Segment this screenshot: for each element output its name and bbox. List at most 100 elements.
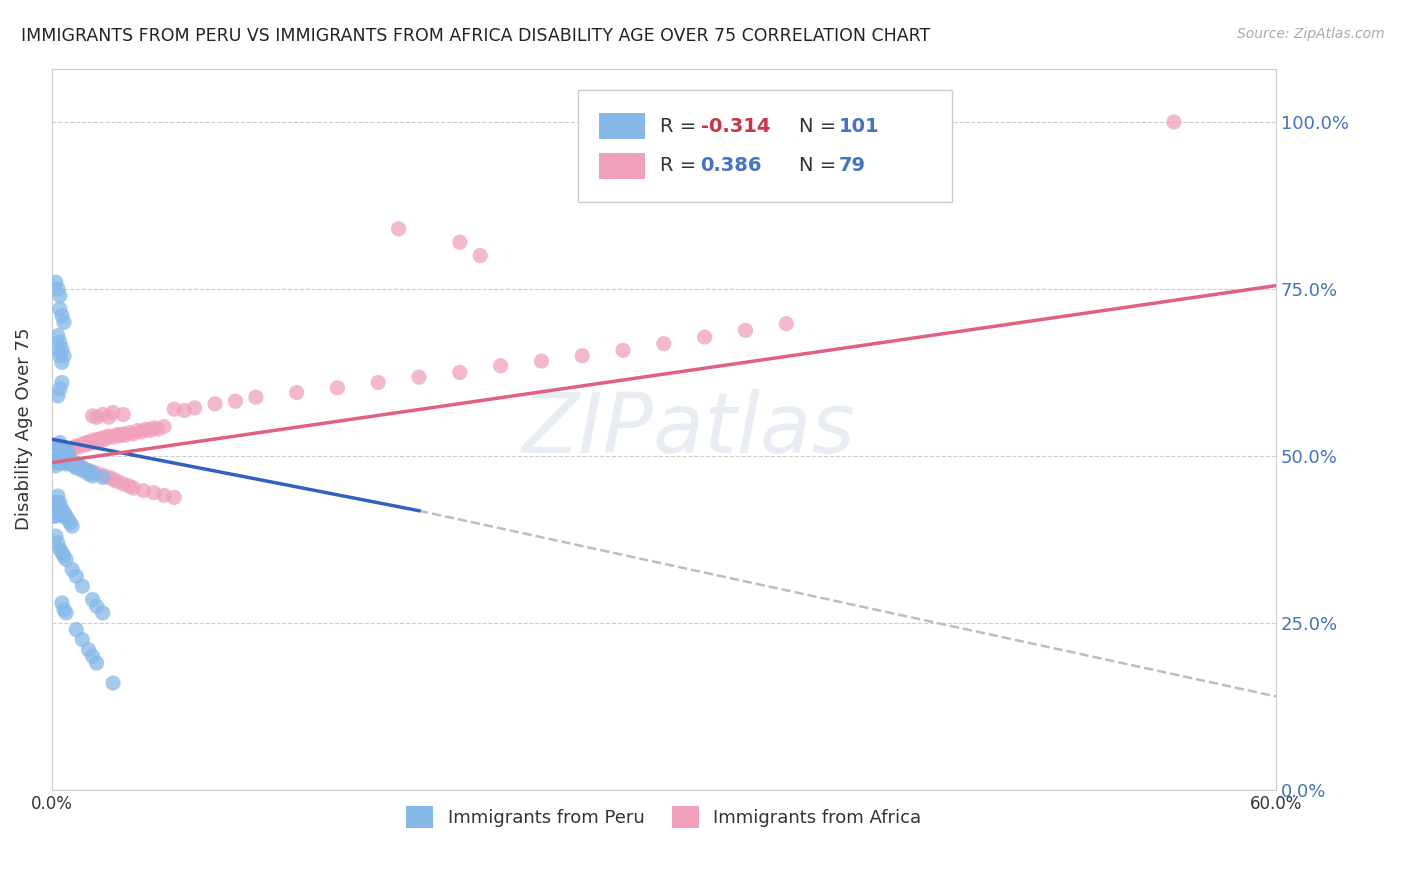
Text: -0.314: -0.314: [700, 117, 770, 136]
Point: [42, 502, 65, 516]
Point: [53, 315, 76, 329]
Point: [97, 429, 120, 443]
Point: [51, 449, 73, 463]
Text: 79: 79: [839, 156, 866, 176]
FancyBboxPatch shape: [599, 113, 645, 139]
Point: [55, 509, 77, 524]
Point: [51, 456, 73, 470]
Point: [173, 403, 195, 417]
Point: [46, 496, 69, 510]
Point: [51, 355, 73, 369]
Point: [67, 440, 90, 454]
Point: [49, 449, 72, 463]
Point: [49, 456, 72, 470]
Point: [204, 397, 226, 411]
Point: [51, 502, 73, 516]
Point: [73, 438, 96, 452]
Point: [46, 445, 69, 459]
Point: [60, 562, 83, 576]
Point: [51, 445, 73, 459]
Point: [101, 430, 124, 444]
Text: 0.386: 0.386: [700, 156, 762, 176]
Point: [112, 426, 135, 441]
Point: [775, 317, 797, 331]
Point: [163, 402, 186, 417]
Point: [82, 592, 104, 607]
Point: [65, 569, 87, 583]
Point: [45, 275, 67, 289]
Point: [46, 452, 69, 467]
Point: [49, 301, 72, 316]
Legend: Immigrants from Peru, Immigrants from Africa: Immigrants from Peru, Immigrants from Af…: [399, 798, 928, 835]
Point: [449, 235, 471, 250]
Point: [163, 491, 186, 505]
Point: [65, 458, 87, 473]
Text: N =: N =: [799, 117, 842, 136]
Point: [55, 445, 77, 459]
Point: [56, 450, 79, 465]
Point: [114, 428, 136, 442]
Point: [449, 366, 471, 380]
FancyBboxPatch shape: [578, 90, 952, 202]
Point: [82, 465, 104, 479]
Point: [693, 330, 716, 344]
Point: [46, 489, 69, 503]
Point: [60, 441, 83, 455]
Point: [63, 458, 86, 473]
Point: [142, 421, 165, 435]
Y-axis label: Disability Age Over 75: Disability Age Over 75: [15, 328, 32, 531]
Point: [55, 442, 77, 457]
Point: [367, 376, 389, 390]
Point: [53, 442, 76, 457]
Point: [245, 390, 267, 404]
Point: [69, 460, 91, 475]
Point: [82, 649, 104, 664]
Point: [46, 439, 69, 453]
Point: [45, 496, 67, 510]
Point: [55, 457, 77, 471]
Point: [65, 457, 87, 471]
Point: [82, 435, 104, 450]
Point: [75, 435, 97, 450]
Text: IMMIGRANTS FROM PERU VS IMMIGRANTS FROM AFRICA DISABILITY AGE OVER 75 CORRELATIO: IMMIGRANTS FROM PERU VS IMMIGRANTS FROM …: [21, 27, 931, 45]
Point: [91, 408, 114, 422]
Point: [65, 623, 87, 637]
Point: [118, 479, 141, 493]
Point: [59, 456, 82, 470]
Point: [49, 496, 72, 510]
Point: [105, 475, 128, 489]
Point: [73, 462, 96, 476]
Point: [326, 381, 349, 395]
Point: [97, 470, 120, 484]
Point: [53, 456, 76, 470]
Point: [46, 389, 69, 403]
Point: [55, 606, 77, 620]
Point: [56, 512, 79, 526]
Point: [86, 410, 108, 425]
Point: [53, 452, 76, 467]
Point: [46, 449, 69, 463]
Point: [224, 394, 246, 409]
Point: [101, 676, 124, 690]
Point: [49, 442, 72, 457]
Text: R =: R =: [661, 117, 703, 136]
Point: [60, 454, 83, 468]
Point: [734, 323, 756, 337]
Point: [183, 401, 205, 415]
Point: [83, 433, 105, 447]
Point: [42, 509, 65, 524]
Point: [1163, 115, 1185, 129]
Point: [42, 449, 65, 463]
Point: [51, 546, 73, 560]
Point: [146, 422, 169, 436]
Point: [53, 602, 76, 616]
Point: [122, 426, 145, 441]
Point: [53, 349, 76, 363]
Point: [51, 376, 73, 390]
Point: [489, 359, 512, 373]
Point: [612, 343, 634, 358]
Point: [101, 472, 124, 486]
Point: [53, 445, 76, 459]
FancyBboxPatch shape: [599, 153, 645, 179]
Point: [49, 445, 72, 459]
